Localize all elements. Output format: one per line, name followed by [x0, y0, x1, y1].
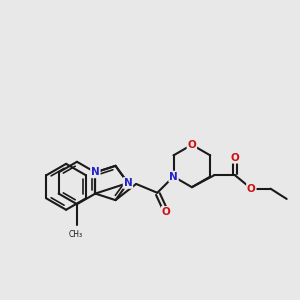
Text: N: N: [169, 172, 178, 182]
Text: O: O: [247, 184, 256, 194]
Text: O: O: [231, 153, 239, 163]
Text: O: O: [188, 140, 196, 150]
Text: N: N: [91, 167, 100, 177]
Text: CH₃: CH₃: [68, 230, 83, 239]
Text: N: N: [124, 178, 132, 188]
Text: O: O: [162, 207, 170, 217]
